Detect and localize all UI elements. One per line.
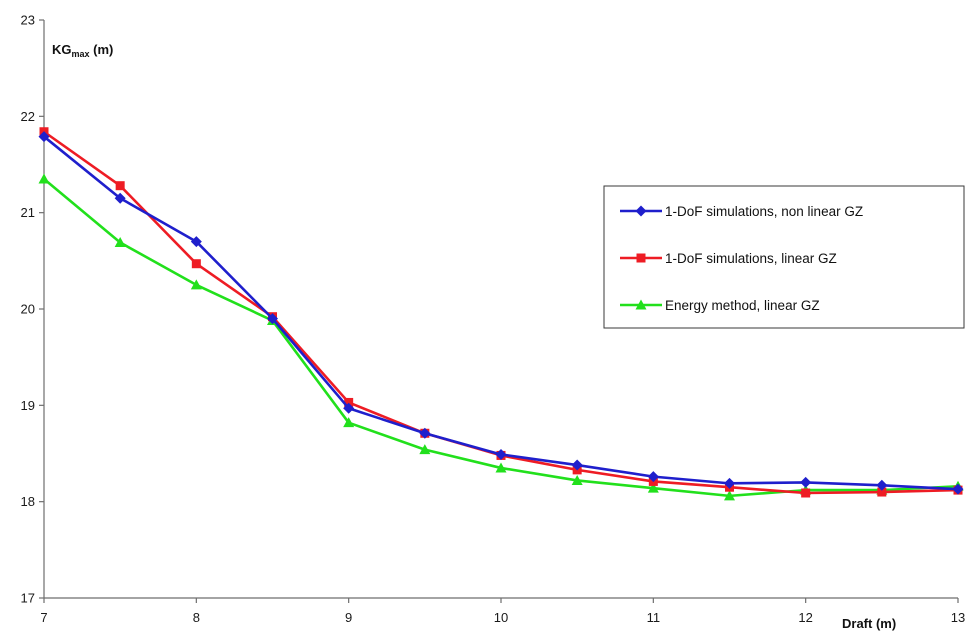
y-tick-label: 23 xyxy=(21,13,35,28)
data-point xyxy=(114,192,126,204)
data-point xyxy=(114,237,126,248)
data-point xyxy=(647,471,659,483)
data-point xyxy=(724,477,735,489)
y-tick-label: 21 xyxy=(21,205,35,220)
series-1 xyxy=(38,131,964,495)
data-point xyxy=(191,259,201,269)
x-ticks: 7 8 9 10 11 12 13 xyxy=(40,598,965,625)
data-point xyxy=(343,417,355,428)
data-point xyxy=(952,483,964,495)
x-tick-label: 10 xyxy=(494,610,508,625)
legend-items: 1-DoF simulations, non linear GZ 1-DoF si… xyxy=(620,204,863,313)
x-tick-label: 13 xyxy=(951,610,965,625)
y-axis-title-unit: (m) xyxy=(90,42,114,57)
data-point xyxy=(495,448,507,460)
legend-swatch-marker xyxy=(636,253,646,263)
data-point xyxy=(801,488,811,498)
x-tick-label: 9 xyxy=(345,610,352,625)
x-tick-label: 7 xyxy=(40,610,47,625)
x-tick-label: 8 xyxy=(193,610,200,625)
data-point xyxy=(344,397,354,407)
data-point xyxy=(267,313,278,325)
data-point xyxy=(724,490,735,501)
data-point xyxy=(190,236,202,248)
data-point xyxy=(571,459,583,471)
data-point xyxy=(115,181,125,191)
legend-item-2: 1-DoF simulations, linear GZ xyxy=(620,251,837,266)
y-tick-label: 19 xyxy=(21,398,35,413)
legend: 1-DoF simulations, non linear GZ 1-DoF si… xyxy=(603,185,965,329)
data-point xyxy=(419,427,431,439)
x-tick-label: 11 xyxy=(647,610,661,625)
data-point xyxy=(876,479,888,491)
y-axis-title-main: KG xyxy=(52,42,72,57)
legend-box xyxy=(603,185,965,329)
legend-swatch-marker xyxy=(635,205,647,217)
data-point xyxy=(800,476,812,488)
y-tick-label: 22 xyxy=(21,109,35,124)
data-point xyxy=(190,279,202,290)
data-point xyxy=(38,131,50,143)
legend-swatch-marker xyxy=(635,299,647,310)
data-point xyxy=(571,474,583,485)
data-point xyxy=(495,462,507,473)
legend-item-3: Energy method, linear GZ xyxy=(620,298,820,313)
series-layer xyxy=(38,127,964,501)
data-point xyxy=(38,173,50,184)
legend-label: 1-DoF simulations, non linear GZ xyxy=(665,204,863,219)
legend-label: Energy method, linear GZ xyxy=(665,298,820,313)
y-ticks: 17 18 19 20 21 22 23 xyxy=(21,13,44,606)
legend-label: 1-DoF simulations, linear GZ xyxy=(665,251,837,266)
y-tick-label: 18 xyxy=(21,494,35,509)
legend-item-1: 1-DoF simulations, non linear GZ xyxy=(620,204,863,219)
data-point xyxy=(419,444,431,455)
axes: 17 18 19 20 21 22 23 7 8 9 10 11 12 13 xyxy=(21,13,966,626)
data-point xyxy=(343,402,355,414)
y-tick-label: 17 xyxy=(21,591,35,606)
y-axis-title: KGmax (m) xyxy=(52,42,113,59)
y-tick-label: 20 xyxy=(21,302,35,317)
x-tick-label: 12 xyxy=(798,610,812,625)
data-point xyxy=(647,482,659,493)
y-axis-title-subscript: max xyxy=(72,49,90,59)
data-point xyxy=(877,487,887,497)
x-axis-title: Draft (m) xyxy=(842,616,896,631)
